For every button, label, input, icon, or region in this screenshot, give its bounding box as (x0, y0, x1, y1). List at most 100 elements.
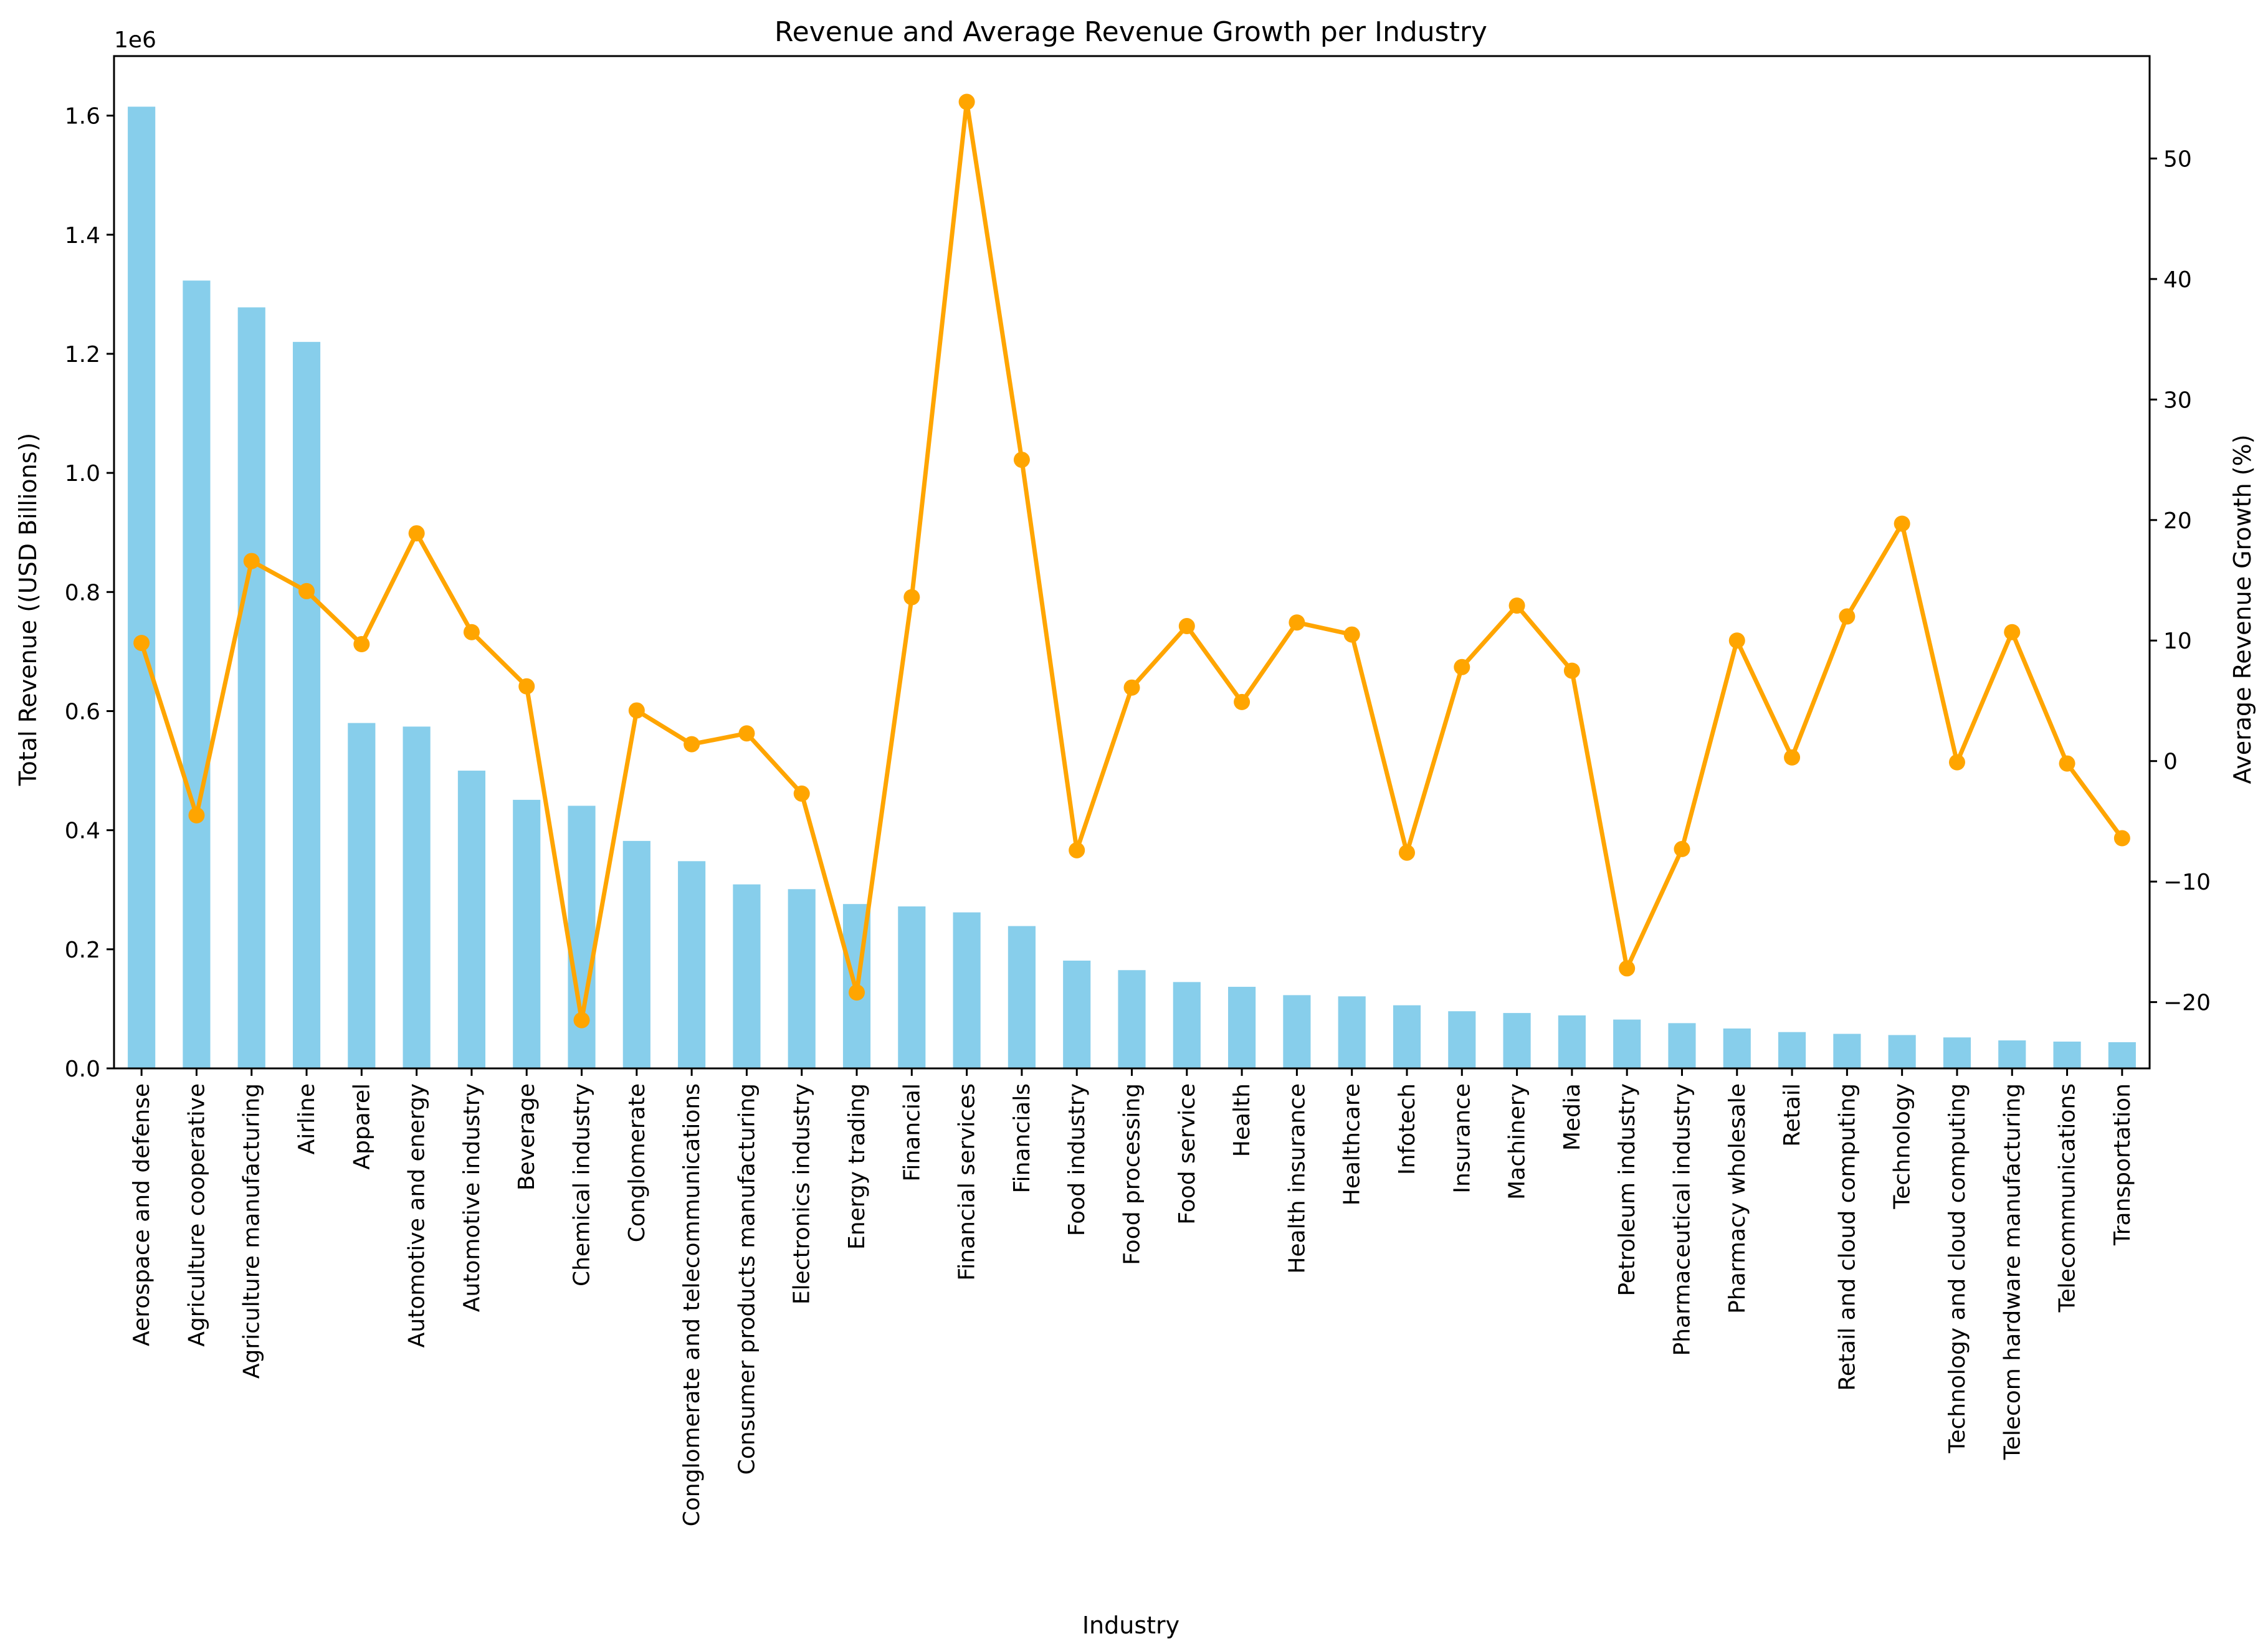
revenue-bar (622, 840, 650, 1068)
growth-point (463, 624, 480, 640)
y2-tick-label: 40 (2163, 267, 2192, 293)
x-tick-label: Health (1229, 1083, 1255, 1157)
x-tick-label: Pharmaceutical industry (1669, 1083, 1695, 1356)
revenue-bar (1943, 1037, 1971, 1068)
growth-point (1454, 658, 1470, 675)
growth-point (1784, 749, 1801, 766)
growth-point (188, 807, 205, 824)
growth-line (139, 100, 2124, 1023)
x-tick-label: Petroleum industry (1614, 1083, 1640, 1296)
revenue-bar (788, 889, 816, 1068)
y-tick-label: 0.8 (65, 580, 100, 606)
growth-point (738, 725, 755, 742)
bar-series (128, 107, 2136, 1069)
revenue-bar (1613, 1019, 1641, 1068)
x-tick-label: Infotech (1394, 1083, 1420, 1175)
x-tick-label: Chemical industry (569, 1083, 595, 1286)
revenue-bar (457, 771, 486, 1068)
x-tick-label: Beverage (514, 1083, 540, 1190)
growth-point (1178, 618, 1195, 635)
revenue-bar (237, 307, 265, 1069)
x-tick-label: Retail and cloud computing (1834, 1083, 1860, 1391)
x-axis: Aerospace and defense Agriculture coopera… (129, 1068, 2135, 1526)
x-tick-label: Consumer products manufacturing (734, 1083, 760, 1475)
growth-point (958, 93, 975, 110)
y2-tick-label: 20 (2163, 508, 2192, 534)
revenue-bar (513, 799, 541, 1068)
x-tick-label: Health insurance (1284, 1083, 1310, 1274)
growth-point (1013, 452, 1030, 468)
growth-point (1508, 597, 1525, 614)
growth-point (353, 636, 370, 653)
x-tick-label: Automotive and energy (404, 1083, 430, 1347)
y-tick-label: 0.4 (65, 819, 100, 844)
growth-point (1234, 693, 1251, 710)
revenue-bar (1338, 996, 1366, 1068)
revenue-bar (1503, 1013, 1531, 1068)
growth-point (1674, 840, 1690, 857)
revenue-bar (292, 341, 321, 1069)
x-tick-label: Transportation (2110, 1083, 2135, 1246)
x-tick-label: Conglomerate and telecommunications (679, 1083, 705, 1526)
growth-point (849, 984, 865, 1001)
x-tick-label: Agriculture manufacturing (239, 1083, 265, 1379)
growth-point (903, 589, 920, 606)
revenue-bar (1723, 1028, 1751, 1068)
x-tick-label: Retail (1780, 1083, 1805, 1147)
growth-point (1728, 632, 1745, 649)
growth-point (298, 582, 315, 599)
growth-point (1289, 614, 1305, 631)
x-tick-label: Financial services (955, 1083, 980, 1281)
growth-point (2004, 624, 2021, 640)
y-tick-label: 1.0 (65, 461, 100, 487)
revenue-bar (1283, 995, 1311, 1068)
y-tick-label: 1.2 (65, 342, 100, 368)
y2-axis-label: Average Revenue Growth (%) (2229, 434, 2256, 784)
revenue-bar (1228, 987, 1256, 1068)
growth-point (408, 525, 425, 542)
y2-tick-label: 0 (2163, 749, 2178, 775)
revenue-bar (678, 861, 706, 1068)
x-tick-label: Airline (294, 1083, 320, 1154)
growth-point (1948, 754, 1965, 771)
growth-point (793, 785, 810, 802)
y2-tick-label: 30 (2163, 387, 2192, 413)
revenue-bar (568, 805, 596, 1068)
x-tick-label: Pharmacy wholesale (1725, 1083, 1750, 1314)
growth-point (2059, 755, 2075, 772)
growth-point (243, 553, 260, 569)
x-tick-label: Electronics industry (789, 1083, 815, 1304)
growth-point (1894, 515, 1910, 532)
x-tick-label: Aerospace and defense (129, 1083, 155, 1346)
y2-tick-label: 10 (2163, 629, 2192, 654)
growth-point (133, 635, 150, 652)
y-axis-right: −20 −10 0 10 20 30 40 50 (2150, 146, 2211, 1016)
growth-point (518, 678, 535, 695)
x-tick-label: Technology and cloud computing (1945, 1083, 1970, 1454)
growth-point (573, 1012, 590, 1029)
growth-line-series (133, 93, 2130, 1029)
growth-point (1123, 679, 1140, 696)
revenue-bar (128, 107, 156, 1068)
revenue-bar (1448, 1011, 1476, 1068)
growth-point (1398, 844, 1415, 861)
y-tick-label: 0.6 (65, 699, 100, 725)
x-tick-label: Telecom hardware manufacturing (1999, 1083, 2025, 1460)
x-tick-label: Insurance (1449, 1083, 1475, 1194)
x-tick-label: Machinery (1505, 1083, 1530, 1200)
x-tick-label: Media (1560, 1083, 1585, 1151)
revenue-bar (348, 723, 376, 1068)
revenue-bar (403, 726, 431, 1068)
revenue-bar (183, 280, 211, 1068)
y2-tick-label: −20 (2163, 991, 2211, 1016)
revenue-bar (1118, 970, 1146, 1068)
growth-point (1839, 608, 1856, 625)
y-tick-label: 1.6 (65, 104, 100, 130)
x-tick-label: Financial (899, 1083, 925, 1182)
growth-point (1619, 960, 1636, 977)
revenue-bar (2108, 1042, 2136, 1068)
x-tick-label: Technology (1890, 1083, 1915, 1210)
revenue-bar (1558, 1015, 1586, 1068)
x-tick-label: Conglomerate (624, 1083, 650, 1242)
